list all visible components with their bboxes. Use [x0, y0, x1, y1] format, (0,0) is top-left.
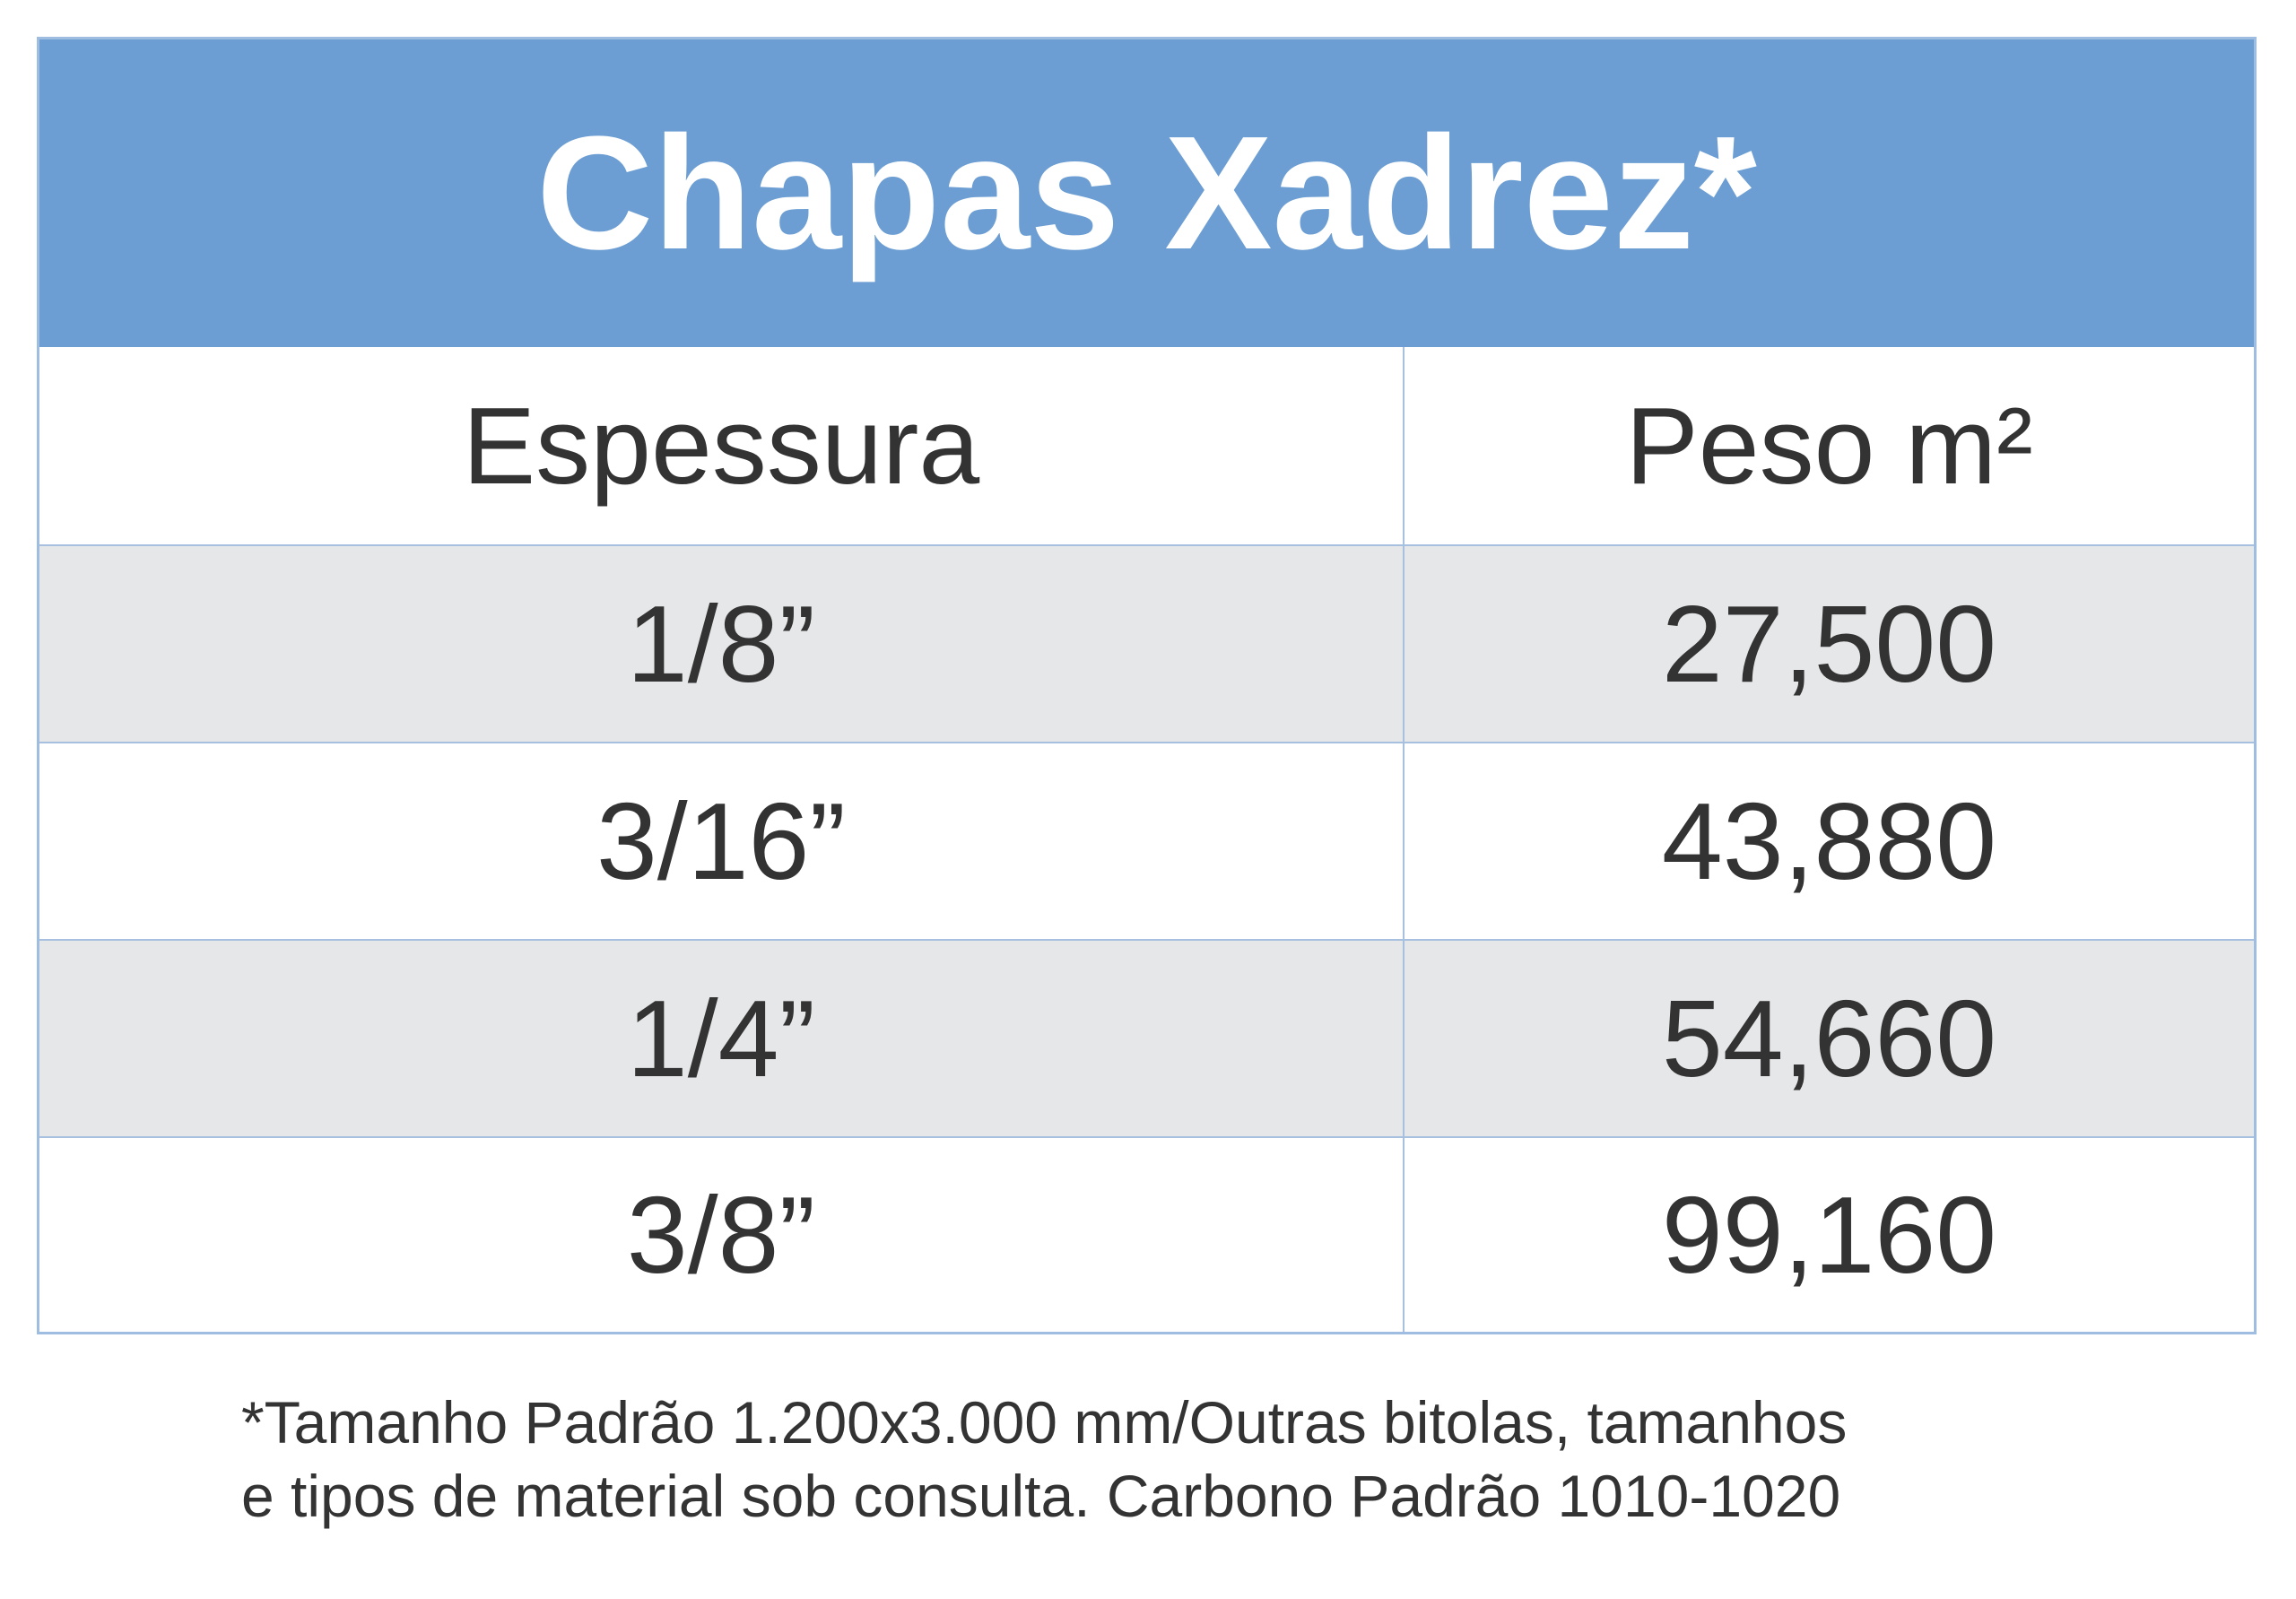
table-row: 3/16” 43,880 [39, 742, 2254, 939]
footnote-line: e tipos de material sob consulta. Carbon… [241, 1463, 1841, 1529]
table-cell: 54,660 [1661, 978, 1997, 1099]
table-row: 1/4” 54,660 [39, 939, 2254, 1136]
table-row: 1/8” 27,500 [39, 544, 2254, 742]
footnote: *Tamanho Padrão 1.200x3.000 mm/Outras bi… [241, 1386, 1847, 1533]
table-cell: 99,160 [1661, 1174, 1997, 1296]
column-header: Peso m² [1625, 385, 2033, 507]
table-cell: 1/8” [39, 546, 1405, 742]
table-title: Chapas Xadrez* [39, 39, 2254, 347]
table-row: 3/8” 99,160 [39, 1136, 2254, 1332]
footnote-line: *Tamanho Padrão 1.200x3.000 mm/Outras bi… [241, 1389, 1848, 1456]
table-cell: 3/16” [39, 743, 1405, 939]
header-row: Espessura Peso m² [39, 347, 2254, 544]
column-header: Espessura [39, 347, 1405, 544]
table: Chapas Xadrez* Espessura Peso m² 1/8” 27,… [37, 37, 2257, 1334]
table-cell: 27,500 [1661, 583, 1997, 705]
table-cell: 1/4” [39, 941, 1405, 1136]
table-cell: 43,880 [1661, 780, 1997, 902]
table-cell: 3/8” [39, 1138, 1405, 1332]
